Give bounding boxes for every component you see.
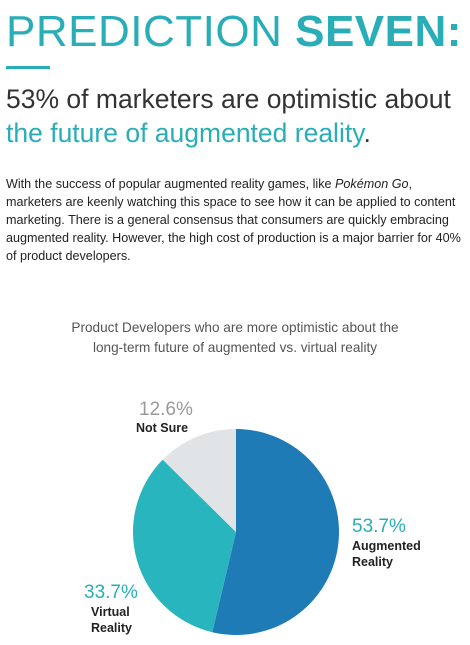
virtual-reality-percent: 33.7% bbox=[84, 582, 138, 603]
subhead-highlight: the future of augmented reality bbox=[6, 118, 364, 148]
augmented-reality-label-line-2: Reality bbox=[352, 555, 393, 569]
not-sure-label: Not Sure bbox=[136, 420, 188, 436]
virtual-reality-label-line-1: Virtual bbox=[91, 605, 130, 619]
subhead-period: . bbox=[363, 118, 371, 148]
augmented-reality-percent: 53.7% bbox=[352, 516, 406, 537]
subhead-line-2: the future of augmented reality. bbox=[6, 116, 466, 150]
pie-slice-virtual-reality bbox=[133, 459, 236, 633]
chart-title: Product Developers who are more optimist… bbox=[0, 318, 470, 358]
body-game-name: Pokémon Go bbox=[335, 177, 409, 191]
subhead-line-1: 53% of marketers are optimistic about bbox=[6, 84, 451, 114]
title-rule bbox=[6, 66, 50, 69]
chart-title-line-1: Product Developers who are more optimist… bbox=[71, 320, 399, 335]
virtual-reality-label-line-2: Reality bbox=[91, 621, 132, 635]
title-prefix: PREDICTION bbox=[6, 7, 283, 56]
page-title: PREDICTION SEVEN: bbox=[6, 6, 462, 58]
body-paragraph: With the success of popular augmented re… bbox=[6, 175, 468, 265]
body-text-start: With the success of popular augmented re… bbox=[6, 177, 335, 191]
virtual-reality-label: Virtual Reality bbox=[91, 604, 132, 636]
not-sure-percent: 12.6% bbox=[139, 399, 193, 420]
chart-title-line-2: long-term future of augmented vs. virtua… bbox=[92, 340, 378, 355]
augmented-reality-label-line-1: Augmented bbox=[352, 539, 421, 553]
body-text-end: , marketers are keenly watching this spa… bbox=[6, 177, 461, 263]
title-bold: SEVEN: bbox=[295, 7, 462, 56]
pie-slice-augmented-reality bbox=[212, 429, 339, 636]
subheadline: 53% of marketers are optimistic about th… bbox=[6, 82, 466, 150]
not-sure-label-line-1: Not Sure bbox=[136, 421, 189, 435]
augmented-reality-label: Augmented Reality bbox=[352, 538, 421, 570]
pie-slice-not-sure bbox=[162, 429, 236, 532]
